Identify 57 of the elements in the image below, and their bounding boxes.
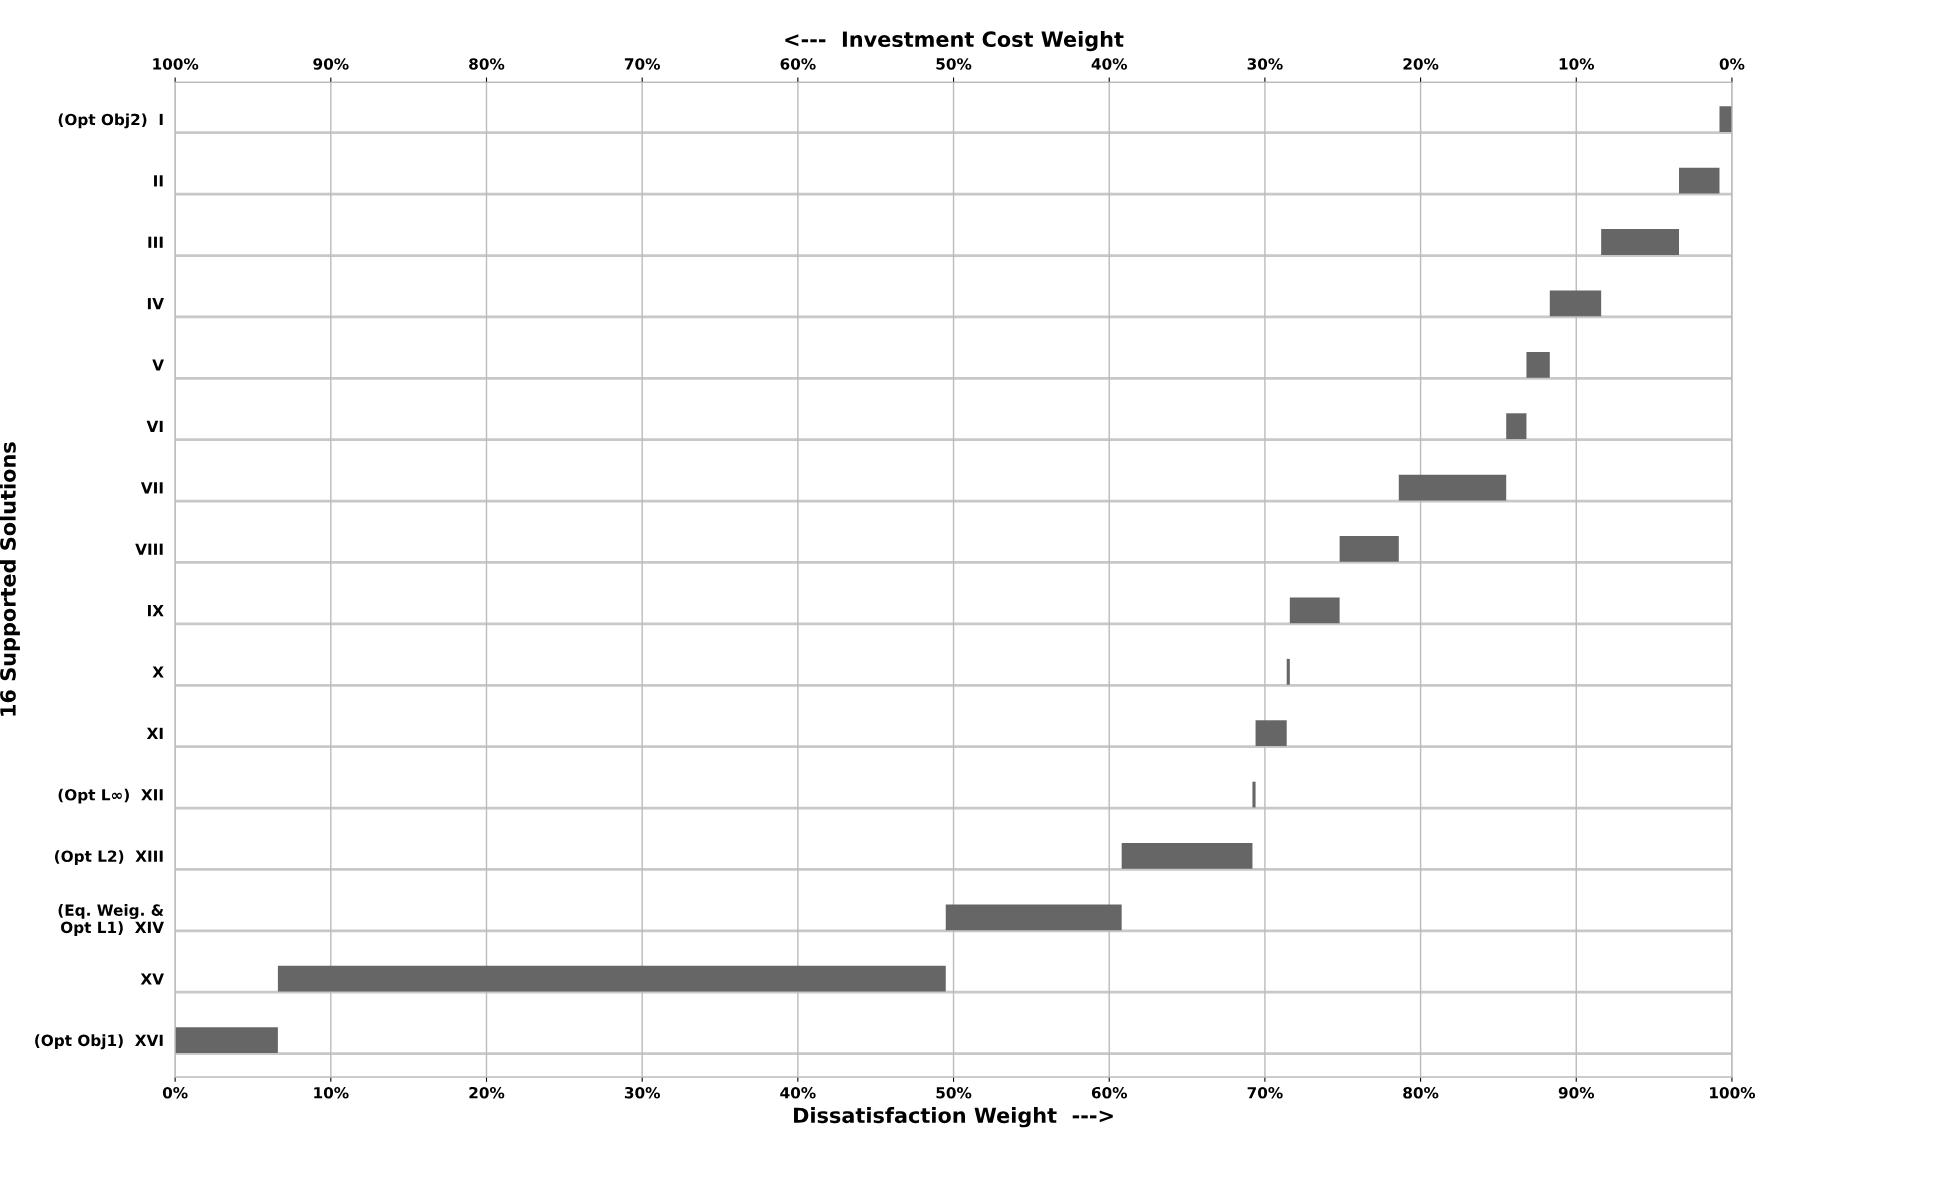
bar [1719,106,1732,133]
bar [1255,720,1287,747]
x2-tick-label: 10% [1559,58,1595,70]
x-tick-label: 80% [1403,1086,1439,1099]
bar [175,1027,278,1054]
x-tick-label: 10% [314,1086,349,1099]
y-tick-label: (Opt Obj2) I [58,113,163,129]
y-tick-label: (Eq. Weig. & Opt L1) XIV [58,904,164,937]
y-tick-label: VI [146,420,163,432]
x2-tick-label: 40% [1091,58,1128,70]
y-tick-label: V [152,359,164,371]
bar [1339,536,1399,562]
bar [1506,413,1527,440]
x-tick-label: 30% [624,1086,660,1099]
y-tick-label: II [154,175,163,187]
x2-tick-label: 50% [936,58,972,70]
y-tick-label: VIII [135,543,163,555]
y-tick-label: XV [140,973,164,985]
x-tick-label: 20% [469,1086,505,1099]
x-tick-label: 60% [1091,1086,1128,1099]
bar [1121,843,1253,869]
y-tick-label: XI [146,727,163,739]
x-tick-label: 90% [1558,1086,1595,1099]
y-tick-label: IV [147,298,164,310]
y-axis-title: 16 Supported Solutions [0,442,20,716]
y-tick-label: III [148,236,163,248]
x2-tick-label: 90% [313,58,349,70]
bar [1289,597,1340,624]
y-tick-label: (Opt L∞) XII [58,788,163,804]
bar [1286,658,1290,685]
x2-axis-title: <--- Investment Cost Weight [785,30,1124,52]
y-tick-label: (Opt Obj1) XVI [35,1034,163,1050]
y-tick-label: VII [140,482,163,494]
x2-tick-label: 100% [153,58,199,70]
x2-tick-label: 30% [1247,58,1283,70]
x-tick-label: 100% [1710,1086,1756,1099]
y-tick-label: (Opt L2) XIII [55,850,163,865]
x-axis-title: Dissatisfaction Weight ---> [794,1107,1113,1128]
bar [1398,474,1507,501]
bar [1679,167,1720,194]
x2-tick-label: 70% [624,58,660,70]
bar [1549,290,1602,317]
y-tick-label: IX [147,605,164,617]
x2-tick-label: 60% [780,58,816,70]
bar [1601,229,1680,255]
y-tick-label: X [152,666,164,678]
bar [1526,351,1550,378]
bar [945,904,1122,931]
x-tick-label: 0% [162,1086,188,1099]
bar [277,965,946,992]
x2-tick-label: 80% [469,58,505,70]
x2-tick-label: 0% [1719,58,1745,70]
bar [1252,781,1256,808]
x-tick-label: 40% [780,1086,816,1099]
x-tick-label: 70% [1247,1086,1283,1099]
x2-tick-label: 20% [1403,58,1439,70]
x-tick-label: 50% [936,1086,972,1099]
